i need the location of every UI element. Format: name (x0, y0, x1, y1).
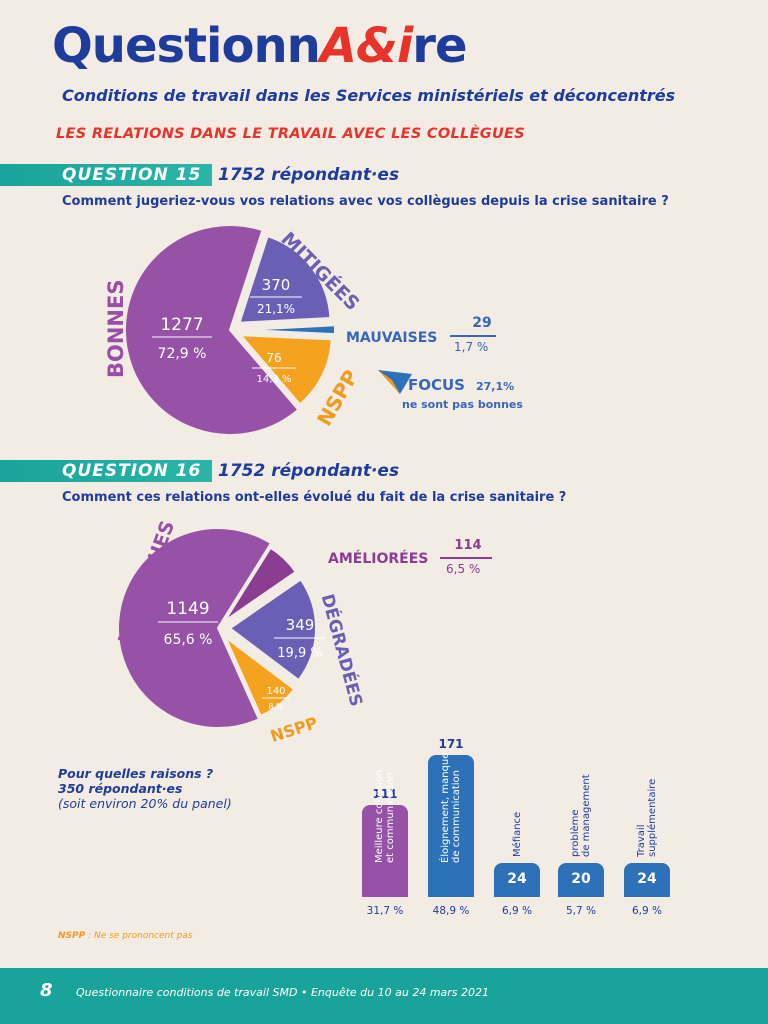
question-15-text: Comment jugeriez-vous vos relations avec… (62, 194, 669, 209)
bar-value-label-4: 20 (571, 871, 591, 887)
pie2-slice-dégradées (228, 578, 317, 682)
bar-pct-label-2: 48,9 % (432, 905, 470, 917)
pie2-degradees-pct: 19,9 % (277, 646, 322, 661)
reasons-block: Pour quelles raisons ? 350 répondant·es … (58, 766, 232, 811)
bar-pct-label-3: 6,9 % (501, 905, 532, 917)
bar-category-label-5: Travail supplémentaire (636, 778, 658, 857)
pie1-mitigees-count: 370 (262, 276, 291, 294)
bar-category-label-1: Meilleure cohésion et communication (374, 769, 396, 863)
pie2-degradees-count: 349 (286, 616, 315, 634)
nspp-legend: NSPP : Ne se prononcent pas (58, 931, 193, 941)
question-15-respondents: 1752 répondant·es (218, 165, 400, 185)
focus-pct: 27,1% (476, 380, 515, 393)
pie2-ameliorees-divider (440, 557, 492, 559)
pie-chart-q16: 1149 65,6 % 349 19,9 % 140 8 % (117, 527, 326, 729)
pie2-nspp-count: 140 (266, 686, 285, 697)
pie2-ameliorees-count: 114 (454, 538, 482, 553)
pie1-mauvaises-count: 29 (472, 315, 492, 331)
focus-label: FOCUS (408, 376, 465, 394)
bar-chart-reasons: 31,7 % 111 Meilleure cohésion et communicat… (362, 737, 670, 917)
footer-bar (0, 968, 768, 1024)
pie2-ameliorees-pct: 6,5 % (446, 562, 481, 576)
pie1-slice-mitigées (238, 234, 332, 324)
pie1-slice-bonnes (124, 224, 300, 436)
focus-arrow-icon (378, 370, 412, 394)
pie2-identiques-count: 1149 (166, 599, 209, 619)
subtitle: Conditions de travail dans les Services … (62, 86, 676, 105)
question-16-respondents: 1752 répondant·es (218, 461, 400, 481)
bar-value-label-2: 171 (438, 737, 464, 751)
question-16-bar (0, 460, 212, 482)
pie2-label-ameliorees: AMÉLIORÉES (328, 551, 429, 567)
pie1-bonnes-pct: 72,9 % (158, 346, 207, 362)
pie-chart-q15: 1277 72,9 % 370 21,1% 76 14,3 % (124, 224, 336, 436)
pie2-nspp-pct: 8 % (268, 702, 284, 711)
pie1-nspp-count: 76 (266, 351, 281, 365)
pie2-slice-identiques (117, 527, 273, 729)
bar-value-label-5: 24 (637, 871, 657, 887)
bar-value-label-3: 24 (507, 871, 527, 887)
page-number: 8 (40, 980, 53, 1001)
bar-2 (428, 755, 474, 897)
bar-value-label-1: 111 (372, 786, 398, 801)
reasons-respondents: 350 répondant·es (58, 781, 183, 796)
section-title: LES RELATIONS DANS LE TRAVAIL AVEC LES C… (56, 126, 525, 142)
focus-note: ne sont pas bonnes (402, 398, 523, 411)
question-16-label: QUESTION 16 (62, 461, 202, 481)
bar-3 (494, 863, 540, 897)
bar-5 (624, 863, 670, 897)
pie2-slice-nspp (224, 636, 296, 718)
pie1-label-mauvaises: MAUVAISES (346, 330, 438, 346)
pie1-slice-mauvaises (243, 324, 336, 336)
pie1-mauvaises-divider (450, 335, 496, 337)
pie1-nspp-pct: 14,3 % (257, 374, 292, 385)
pie2-slice-améliorées (224, 546, 298, 622)
bar-4 (558, 863, 604, 897)
bar-1 (362, 804, 408, 897)
question-15-bar (0, 164, 212, 186)
bar-pct-label-5: 6,9 % (631, 905, 662, 917)
bar-category-label-2: Éloignement, manque de communication (440, 752, 462, 863)
bar-category-label-3: Méfiance (511, 811, 523, 857)
reasons-note: (soit environ 20% du panel) (58, 796, 232, 811)
pie2-identiques-pct: 65,6 % (164, 632, 213, 648)
reasons-title: Pour quelles raisons ? (58, 766, 214, 781)
pie1-bonnes-count: 1277 (160, 315, 203, 335)
pie1-mitigees-pct: 21,1% (257, 302, 295, 316)
bar-category-label-4: problème de management (570, 774, 592, 857)
question-16-text: Comment ces relations ont-elles évolué d… (62, 490, 567, 505)
bar-pct-label-1: 31,7 % (366, 905, 404, 917)
pie1-slice-nspp (238, 334, 333, 406)
footer-text: Questionnaire conditions de travail SMD … (76, 986, 490, 999)
logo: QuestionnA&ire (52, 18, 468, 74)
question-15-label: QUESTION 15 (62, 165, 202, 185)
bar-pct-label-4: 5,7 % (565, 905, 596, 917)
pie1-mauvaises-pct: 1,7 % (454, 340, 489, 354)
